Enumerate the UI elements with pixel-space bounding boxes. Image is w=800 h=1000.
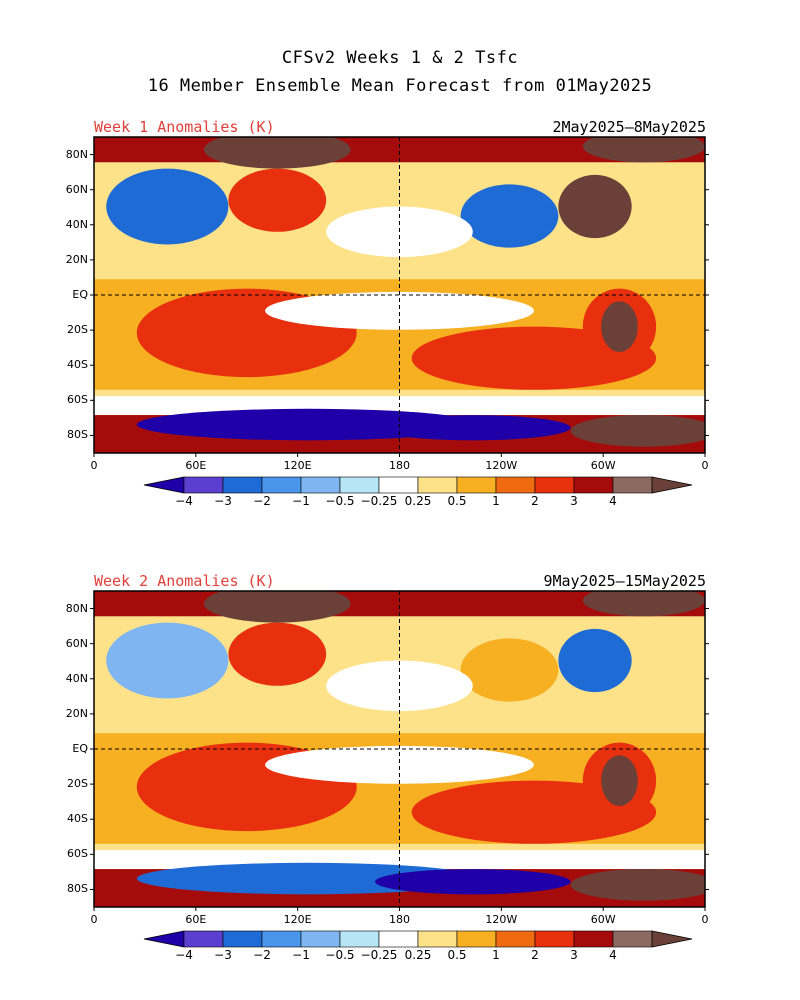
colorbar-swatch (534, 930, 575, 948)
colorbar-swatch (495, 476, 536, 494)
y-tick-label: 20N (65, 252, 88, 266)
colorbar-label: −4 (175, 494, 193, 508)
colorbar-max-arrow (651, 476, 693, 494)
colorbar-swatch (339, 476, 380, 494)
colorbar-label: 1 (492, 948, 500, 962)
colorbar-label: 2 (531, 948, 539, 962)
colorbar-swatch (222, 476, 263, 494)
colorbar-swatch (417, 476, 458, 494)
colorbar-swatch (222, 930, 263, 948)
map-panel-2 (90, 590, 709, 911)
colorbar-swatch (339, 930, 380, 948)
colorbar-swatch (612, 930, 653, 948)
colorbar-swatch (261, 930, 302, 948)
y-tick-label: 80N (65, 147, 88, 161)
y-tick-label: 60N (65, 182, 88, 196)
colorbar-label: 1 (492, 494, 500, 508)
y-tick-label: 40S (67, 358, 88, 372)
colorbar-max-arrow (651, 930, 693, 948)
colorbar-swatch (573, 930, 614, 948)
colorbar-swatch (183, 930, 224, 948)
colorbar-label: −3 (214, 494, 232, 508)
colorbar-label: −4 (175, 948, 193, 962)
x-tick-label: 120E (283, 913, 312, 926)
colorbar-min-arrow (143, 476, 185, 494)
y-tick-label: 80S (67, 428, 88, 442)
x-tick-label: 180 (389, 913, 410, 926)
colorbar-min-arrow (143, 930, 185, 948)
x-tick-label: 0 (90, 459, 98, 472)
colorbar-swatch (495, 930, 536, 948)
colorbar-label: 0.5 (447, 494, 467, 508)
figure-title-line-1: CFSv2 Weeks 1 & 2 Tsfc (281, 48, 519, 68)
panel-1-date-range: 2May2025–8May2025 (552, 118, 706, 136)
colorbar-swatch (534, 476, 575, 494)
colorbar-label: −0.5 (325, 494, 355, 508)
colorbar-swatch (417, 930, 458, 948)
y-tick-label: 40N (65, 217, 88, 231)
colorbar-label: 3 (570, 948, 578, 962)
x-tick-label: 60E (185, 459, 207, 472)
anomaly-field (94, 137, 705, 453)
colorbar-swatch (456, 476, 497, 494)
colorbar-swatch (573, 476, 614, 494)
panel-2-title: Week 2 Anomalies (K) (94, 572, 275, 590)
colorbar-label: 4 (609, 948, 617, 962)
y-tick-label: 60N (65, 636, 88, 650)
colorbar-swatch (456, 930, 497, 948)
y-tick-label: EQ (72, 742, 88, 755)
colorbar-swatch (300, 476, 341, 494)
x-tick-label: 60W (590, 459, 616, 472)
x-tick-label: 0 (701, 913, 709, 926)
colorbar-swatch (612, 476, 653, 494)
colorbar-2 (143, 930, 693, 948)
colorbar-label: −3 (214, 948, 232, 962)
colorbar-label: 4 (609, 494, 617, 508)
x-tick-label: 120E (283, 459, 312, 472)
colorbar-label: 3 (570, 494, 578, 508)
colorbar-label: −0.25 (360, 948, 398, 962)
colorbar-swatch (261, 476, 302, 494)
colorbar-label: −2 (253, 494, 271, 508)
colorbar-label: −0.5 (325, 948, 355, 962)
x-tick-label: 120W (485, 459, 518, 472)
y-tick-label: 20S (67, 323, 88, 337)
colorbar-label: −2 (253, 948, 271, 962)
map-panel-1 (90, 136, 709, 457)
x-tick-label: 0 (701, 459, 709, 472)
x-tick-label: 60E (185, 913, 207, 926)
y-tick-label: 40N (65, 671, 88, 685)
colorbar-label: −1 (292, 494, 310, 508)
colorbar-1 (143, 476, 693, 494)
anomaly-field (94, 591, 705, 907)
y-tick-label: 40S (67, 812, 88, 826)
panel-2-date-range: 9May2025–15May2025 (543, 572, 706, 590)
y-tick-label: 20N (65, 706, 88, 720)
y-tick-label: EQ (72, 288, 88, 301)
colorbar-label: 0.25 (404, 494, 432, 508)
colorbar-swatch (378, 930, 419, 948)
colorbar-label: −0.25 (360, 494, 398, 508)
colorbar-label: 0.25 (404, 948, 432, 962)
x-tick-label: 180 (389, 459, 410, 472)
colorbar-label: −1 (292, 948, 310, 962)
y-tick-label: 60S (67, 847, 88, 861)
y-tick-label: 60S (67, 393, 88, 407)
y-tick-label: 80N (65, 601, 88, 615)
panel-1-title: Week 1 Anomalies (K) (94, 118, 275, 136)
y-tick-label: 80S (67, 882, 88, 896)
y-tick-label: 20S (67, 777, 88, 791)
x-tick-label: 120W (485, 913, 518, 926)
colorbar-label: 2 (531, 494, 539, 508)
x-tick-label: 60W (590, 913, 616, 926)
colorbar-swatch (183, 476, 224, 494)
x-tick-label: 0 (90, 913, 98, 926)
figure-title-line-2: 16 Member Ensemble Mean Forecast from 01… (147, 76, 653, 96)
colorbar-swatch (300, 930, 341, 948)
colorbar-label: 0.5 (447, 948, 467, 962)
colorbar-swatch (378, 476, 419, 494)
